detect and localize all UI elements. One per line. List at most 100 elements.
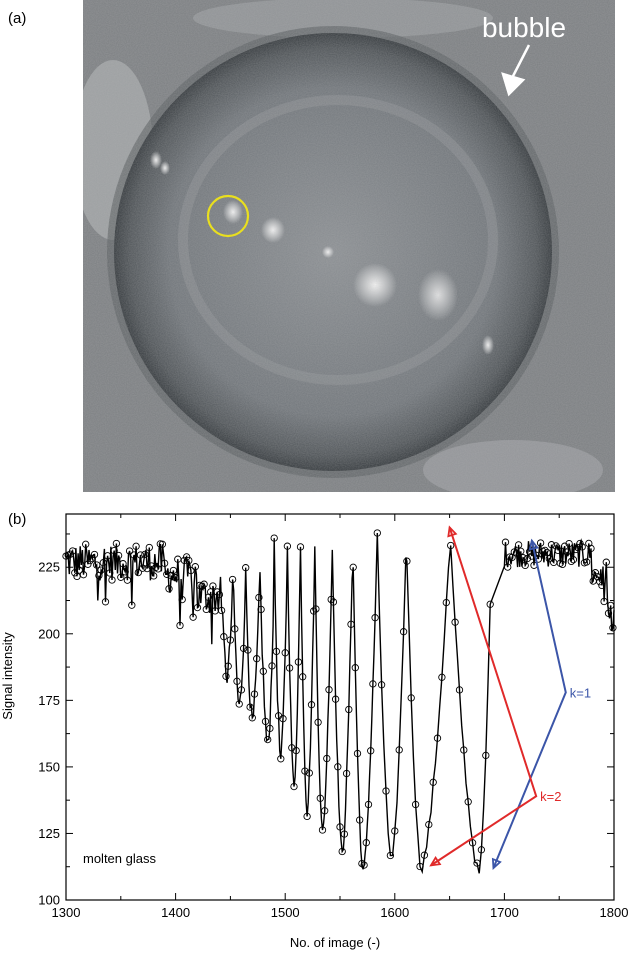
photo-grain xyxy=(83,0,615,492)
data-point xyxy=(305,769,313,777)
data-point xyxy=(281,649,289,657)
data-point xyxy=(141,550,149,559)
y-axis-label: Signal intensity xyxy=(0,632,15,720)
data-point xyxy=(167,571,175,580)
annotation-k2: k=2 xyxy=(429,525,562,867)
series-line xyxy=(65,532,615,875)
data-point xyxy=(226,636,235,644)
data-point xyxy=(312,605,320,613)
data-point xyxy=(310,607,318,615)
data-point xyxy=(187,566,195,575)
bubble-label: bubble xyxy=(482,12,566,43)
data-point xyxy=(598,581,606,590)
data-point xyxy=(150,572,158,580)
data-point xyxy=(163,570,171,578)
data-point xyxy=(200,580,208,588)
data-point xyxy=(259,667,267,675)
y-tick-label: 150 xyxy=(38,759,60,774)
data-point xyxy=(329,598,338,606)
data-point xyxy=(323,754,331,763)
x-tick-label: 1400 xyxy=(161,905,190,920)
data-point xyxy=(283,542,292,550)
data-point xyxy=(567,557,575,566)
data-point xyxy=(604,609,613,617)
data-point xyxy=(97,566,105,574)
data-point xyxy=(193,603,202,612)
data-point xyxy=(231,625,239,633)
data-point xyxy=(411,800,420,809)
data-point xyxy=(112,539,121,548)
data-point xyxy=(224,662,232,670)
data-point xyxy=(228,575,237,584)
bubble-photo: bubble xyxy=(73,0,615,500)
data-point xyxy=(244,646,252,654)
data-point xyxy=(455,686,464,694)
data-point xyxy=(261,717,270,726)
x-tick-label: 1300 xyxy=(52,905,81,920)
data-point xyxy=(176,621,184,630)
annotation-bracket xyxy=(492,540,567,869)
data-point xyxy=(189,613,197,621)
data-point xyxy=(547,541,556,549)
chart-container: 1300 1400 1500 1600 1700 1800 100 125 150 175 200 2… xyxy=(0,500,631,953)
data-point xyxy=(420,851,429,859)
data-point xyxy=(504,563,512,571)
data-point xyxy=(165,585,173,593)
data-point xyxy=(338,847,346,856)
data-point xyxy=(578,543,586,551)
data-point xyxy=(266,724,274,733)
data-point xyxy=(277,755,285,763)
data-point xyxy=(574,543,582,552)
data-point xyxy=(554,546,562,555)
data-point xyxy=(99,559,107,567)
data-point xyxy=(101,598,110,606)
annotation-bracket xyxy=(430,527,538,867)
data-point xyxy=(571,545,580,554)
data-point xyxy=(147,562,156,570)
data-point xyxy=(334,763,342,771)
data-point xyxy=(429,778,437,786)
x-tick-label: 1800 xyxy=(600,905,629,920)
data-point xyxy=(425,820,433,829)
data-point xyxy=(160,559,169,567)
data-point xyxy=(220,633,228,641)
data-point xyxy=(501,538,510,546)
data-point xyxy=(451,618,459,626)
signal-intensity-chart: 1300 1400 1500 1600 1700 1800 100 125 150 175 200 2… xyxy=(0,513,629,950)
data-point xyxy=(473,859,481,867)
annotation-label: k=2 xyxy=(540,789,561,804)
data-point xyxy=(356,816,364,824)
data-point xyxy=(523,554,532,563)
data-point xyxy=(110,546,118,555)
data-point xyxy=(362,839,370,847)
data-point xyxy=(482,751,490,760)
y-tick-label: 225 xyxy=(38,560,60,575)
data-point xyxy=(514,541,523,549)
data-point xyxy=(233,677,241,685)
series-layer xyxy=(62,529,617,875)
data-point xyxy=(331,695,340,703)
data-point xyxy=(117,573,125,581)
data-point xyxy=(345,705,353,714)
data-point xyxy=(460,746,468,754)
data-point xyxy=(114,551,123,560)
data-point xyxy=(327,595,335,604)
data-point xyxy=(73,572,81,581)
data-point xyxy=(128,601,136,609)
data-point xyxy=(152,563,160,571)
data-point xyxy=(433,734,442,742)
data-point xyxy=(391,827,399,835)
data-point xyxy=(237,686,246,694)
data-point xyxy=(88,554,96,563)
data-point xyxy=(246,703,254,711)
data-point xyxy=(558,560,567,569)
data-point xyxy=(242,564,250,572)
x-tick-label: 1600 xyxy=(380,905,409,920)
data-point xyxy=(108,576,116,584)
data-point xyxy=(296,543,305,551)
chart-annotation-text: molten glass xyxy=(83,851,156,866)
data-point xyxy=(364,800,373,809)
data-point xyxy=(294,658,303,666)
data-point xyxy=(93,561,101,569)
data-point xyxy=(340,830,349,838)
